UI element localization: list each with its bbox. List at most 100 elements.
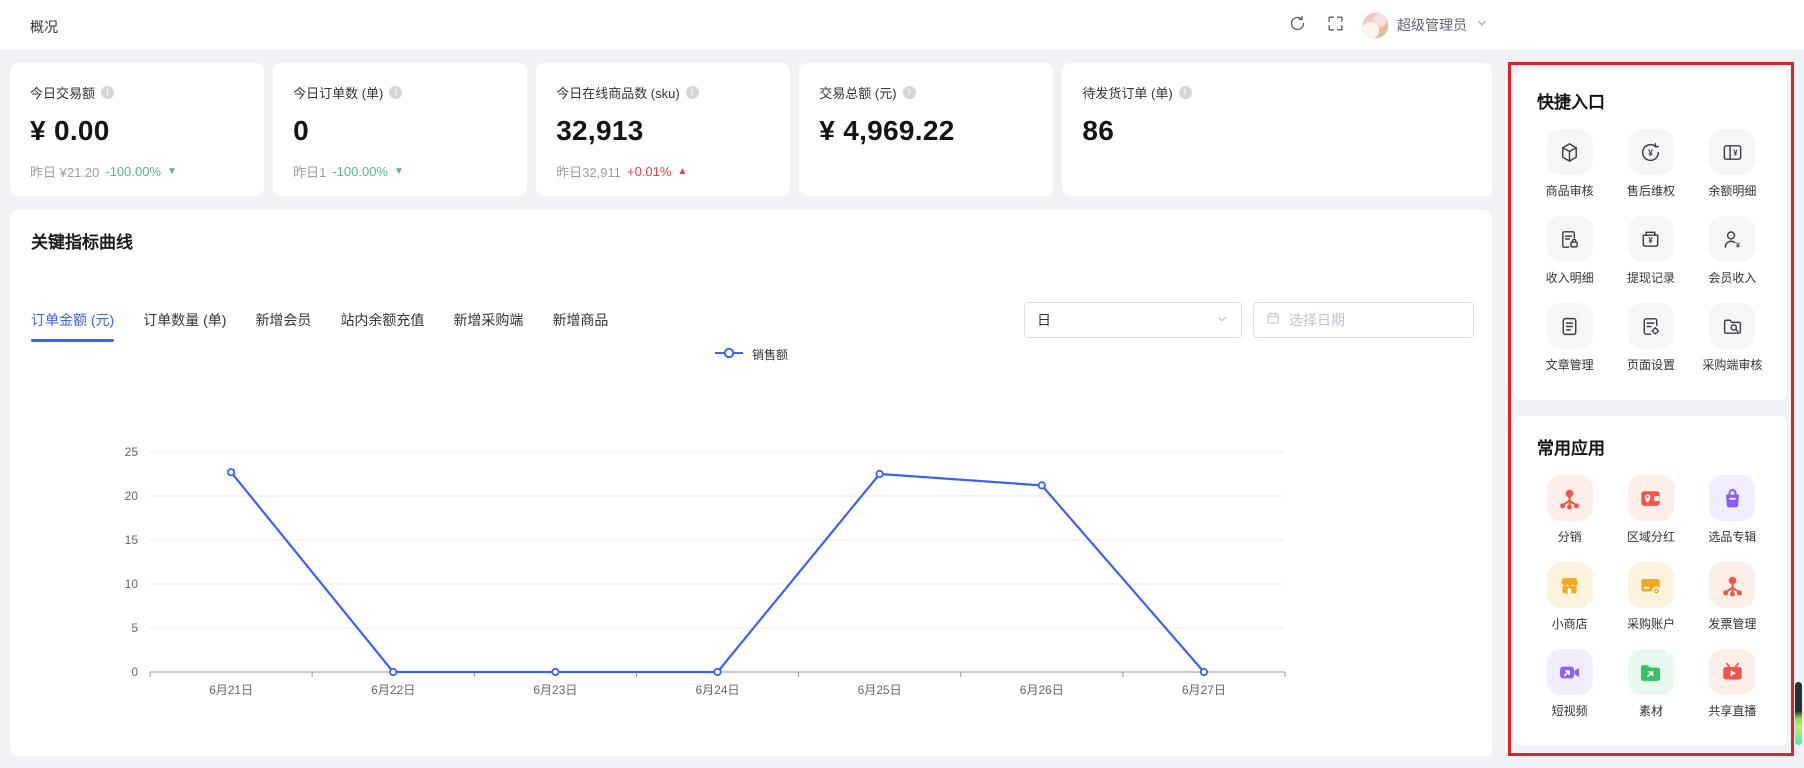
change-badge: -100.00% — [332, 164, 388, 179]
app-label: 选品专辑 — [1708, 530, 1757, 544]
stat-card-header: 待发货订单 (单)! — [1082, 83, 1472, 102]
app-item-2[interactable]: 选品专辑 — [1708, 475, 1756, 545]
refund-circle-icon: ¥ — [1627, 129, 1674, 175]
tab-metric-4[interactable]: 新增采购端 — [453, 312, 524, 328]
chart-toolbar: 订单金额 (元) 订单数量 (单) 新增会员 站内余额充值 新增采购端 新增商品 日 — [31, 298, 1474, 342]
app-label: 小商店 — [1551, 617, 1588, 631]
tab-metric-1[interactable]: 订单数量 (单) — [143, 312, 227, 328]
period-select[interactable]: 日 — [1024, 302, 1242, 338]
date-input[interactable] — [1289, 312, 1444, 328]
svg-text:6月23日: 6月23日 — [533, 683, 577, 697]
period-select-value: 日 — [1037, 312, 1051, 328]
chevron-down-icon — [1215, 312, 1229, 329]
stat-card-header: 今日交易额! — [30, 83, 244, 102]
stat-value: ¥ 0.00 — [30, 115, 110, 146]
stat-footer: 昨日1 -100.00% ▼ — [293, 162, 404, 181]
folder-arrow-icon — [1627, 649, 1674, 695]
quick-entry-item-1[interactable]: ¥ 售后维权 — [1627, 129, 1675, 199]
stat-label: 今日订单数 (单) — [293, 86, 384, 101]
svg-text:20: 20 — [125, 489, 139, 503]
app-item-7[interactable]: 素材 — [1627, 649, 1674, 719]
quick-entry-title: 快捷入口 — [1537, 93, 1605, 112]
info-icon[interactable]: ! — [1178, 86, 1192, 99]
svg-text:6月25日: 6月25日 — [858, 683, 902, 697]
stat-value: 0 — [293, 115, 309, 146]
share-network-icon — [1546, 475, 1593, 521]
stat-card-2: 今日在线商品数 (sku)! 32,913 昨日32,911 +0.01% ▲ — [536, 63, 791, 196]
app-label: 发票管理 — [1708, 617, 1757, 631]
quick-entry-item-2[interactable]: ¥ 余额明细 — [1708, 129, 1756, 199]
card-cart-icon — [1627, 562, 1674, 608]
calendar-icon — [1265, 310, 1281, 331]
quick-entry-item-3[interactable]: 收入明细 — [1546, 216, 1594, 286]
stats-row: 今日交易额! ¥ 0.00 昨日 ¥21.20 -100.00% ▼ 今日订单数 (单)!… — [10, 63, 1493, 196]
chart-panel-title: 关键指标曲线 — [31, 233, 133, 252]
quick-entry-label: 收入明细 — [1545, 271, 1594, 285]
highlight-region: 快捷入口 商品审核 ¥ 售后维权 ¥ 余额明细收入明细 ¥ 提现记录 ¥ 会员收入文章管理 页面设… — [1508, 62, 1794, 756]
info-icon[interactable]: ! — [685, 86, 699, 99]
chart-filters: 日 — [1024, 302, 1474, 338]
date-picker[interactable] — [1253, 302, 1474, 338]
quick-entry-item-0[interactable]: 商品审核 — [1546, 129, 1594, 199]
legend-item-sales[interactable]: 销售额 — [10, 346, 1492, 363]
stat-card-header: 今日订单数 (单)! — [293, 83, 507, 102]
stat-footer: 昨日32,911 +0.01% ▲ — [556, 162, 687, 181]
tab-metric-5[interactable]: 新增商品 — [552, 312, 609, 328]
app-item-4[interactable]: 采购账户 — [1627, 562, 1675, 632]
stat-card-0: 今日交易额! ¥ 0.00 昨日 ¥21.20 -100.00% ▼ — [10, 63, 265, 196]
ledger-yen-icon: ¥ — [1709, 129, 1756, 175]
fullscreen-button[interactable] — [1324, 14, 1346, 36]
chevron-down-icon — [1475, 16, 1489, 35]
common-apps-panel: 常用应用 分销 区域分红 选品专辑 小商店 采购账户 发票管理 短视频 素材 共享直播 — [1515, 416, 1787, 746]
quick-entry-item-7[interactable]: 页面设置 — [1627, 303, 1675, 373]
quick-entry-item-8[interactable]: 采购端审核 — [1702, 303, 1762, 373]
app-item-8[interactable]: 共享直播 — [1708, 649, 1756, 719]
wallet-pin-icon — [1627, 475, 1674, 521]
app-item-6[interactable]: 短视频 — [1546, 649, 1593, 719]
tv-play-icon — [1709, 649, 1756, 695]
quick-entry-label: 文章管理 — [1545, 358, 1594, 372]
stat-value: ¥ 4,969.22 — [819, 115, 955, 146]
app-item-3[interactable]: 小商店 — [1546, 562, 1593, 632]
stat-card-header: 交易总额 (元)! — [819, 83, 1033, 102]
quick-entry-item-4[interactable]: ¥ 提现记录 — [1627, 216, 1675, 286]
stat-value: 86 — [1082, 115, 1115, 146]
doc-lock-icon — [1546, 216, 1593, 262]
tab-metric-3[interactable]: 站内余额充值 — [340, 312, 425, 328]
info-icon[interactable]: ! — [101, 86, 115, 99]
avatar — [1362, 11, 1389, 39]
app-item-5[interactable]: 发票管理 — [1708, 562, 1756, 632]
svg-text:15: 15 — [125, 533, 139, 547]
app-item-1[interactable]: 区域分红 — [1627, 475, 1675, 545]
user-name: 超级管理员 — [1397, 17, 1467, 33]
svg-text:10: 10 — [125, 577, 139, 591]
kpi-chart-panel: 关键指标曲线 订单金额 (元) 订单数量 (单) 新增会员 站内余额充值 新增采购端 新增… — [10, 210, 1492, 756]
svg-text:0: 0 — [131, 665, 138, 679]
svg-text:6月27日: 6月27日 — [1182, 683, 1226, 697]
info-icon[interactable]: ! — [389, 86, 403, 99]
svg-text:¥: ¥ — [1649, 236, 1654, 245]
svg-text:5: 5 — [131, 621, 138, 635]
app-label: 素材 — [1638, 704, 1663, 718]
stat-card-4: 待发货订单 (单)! 86 — [1062, 63, 1493, 196]
quick-entry-item-5[interactable]: ¥ 会员收入 — [1708, 216, 1756, 286]
refresh-button[interactable] — [1286, 14, 1308, 36]
quick-entry-label: 提现记录 — [1626, 271, 1675, 285]
folder-search-icon — [1709, 303, 1756, 349]
stat-footer-prefix: 昨日 ¥21.20 — [30, 165, 100, 180]
app-item-0[interactable]: 分销 — [1546, 475, 1593, 545]
change-badge: -100.00% — [105, 164, 162, 179]
info-icon[interactable]: ! — [902, 86, 916, 99]
quick-entry-label: 页面设置 — [1626, 358, 1675, 372]
svg-text:¥: ¥ — [1733, 148, 1738, 157]
cube-icon — [1546, 129, 1593, 175]
quick-entry-item-6[interactable]: 文章管理 — [1546, 303, 1594, 373]
tab-metric-0[interactable]: 订单金额 (元) — [31, 310, 115, 342]
quick-entry-panel: 快捷入口 商品审核 ¥ 售后维权 ¥ 余额明细收入明细 ¥ 提现记录 ¥ 会员收入文章管理 页面设… — [1515, 70, 1787, 400]
common-apps-grid: 分销 区域分红 选品专辑小商店 采购账户 发票管理短视频 素材 共享直播 — [1529, 475, 1773, 719]
quick-entry-label: 商品审核 — [1545, 184, 1594, 198]
tab-metric-2[interactable]: 新增会员 — [255, 312, 312, 328]
user-menu[interactable]: 超级管理员 — [1362, 11, 1489, 39]
scrollbar-thumb[interactable] — [1795, 682, 1802, 745]
svg-text:¥: ¥ — [1736, 240, 1741, 249]
